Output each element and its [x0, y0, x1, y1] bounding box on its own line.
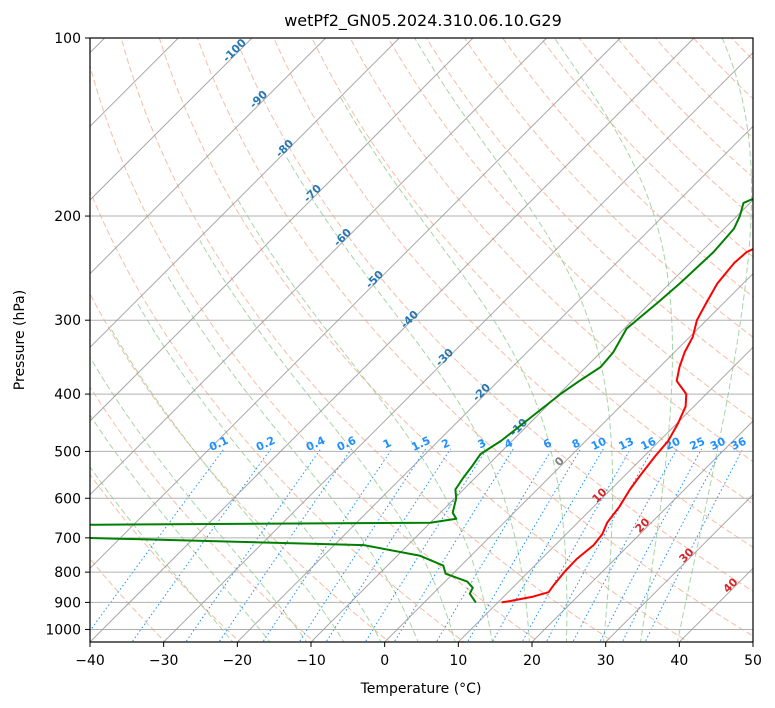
- moist-adiabat-line: [237, 199, 493, 642]
- dry-adiabat-line: [90, 473, 241, 642]
- moist-adiabat-line: [136, 302, 382, 642]
- dewpoint-profile-line: [90, 197, 753, 603]
- plot-area: -100-90-80-70-60-50-40-30-20-100.1 0.2 0.4…: [90, 38, 753, 642]
- mixing-ratio-line: [131, 448, 272, 642]
- temperature-profile-line: [501, 248, 753, 604]
- y-tick-label: 500: [54, 444, 81, 460]
- y-tick-label: 100: [54, 31, 81, 47]
- y-axis-ticks: 1000 900 800 700 600 500 400 300 200 100: [45, 31, 90, 638]
- mixing-ratio-line: [218, 448, 353, 642]
- moist-adiabat-line: [165, 273, 419, 642]
- y-tick-label: 900: [54, 595, 81, 611]
- mixing-ratio-label: 10: [589, 435, 609, 453]
- mixing-ratio-label: 20: [663, 435, 683, 453]
- mixing-ratio-line: [621, 448, 723, 642]
- isotherm-line: [236, 125, 753, 642]
- x-tick-label: 0: [380, 653, 389, 669]
- isotherm-line: [163, 51, 753, 642]
- dry-adiabat-line: [196, 38, 753, 637]
- x-tick-label: 30: [597, 653, 615, 669]
- moist-adiabat-line: [285, 155, 530, 642]
- x-tick-label: 40: [670, 653, 688, 669]
- y-tick-label: 400: [54, 387, 81, 403]
- y-tick-label: 700: [54, 531, 81, 547]
- y-tick-label: 1000: [45, 622, 81, 638]
- y-tick-label: 800: [54, 565, 81, 581]
- mixing-ratio-line: [521, 448, 632, 642]
- mixing-ratio-label: 16: [639, 435, 659, 453]
- moist-adiabat-line: [199, 240, 456, 642]
- x-tick-label: −40: [75, 653, 105, 669]
- isotherm-line: [90, 38, 474, 422]
- mixing-ratio-line: [325, 448, 452, 642]
- plot-frame: [89, 37, 754, 643]
- y-axis-title: Pressure (hPa): [12, 290, 28, 390]
- x-tick-label: −20: [223, 653, 253, 669]
- mixing-ratio-label: 13: [617, 435, 636, 453]
- x-tick-label: 10: [449, 653, 467, 669]
- mixing-ratio-label: 30: [708, 435, 728, 453]
- isotherm-line: [90, 38, 400, 349]
- x-tick-label: −30: [149, 653, 179, 669]
- x-tick-label: 20: [523, 653, 541, 669]
- x-tick-label: −10: [296, 653, 326, 669]
- moist-adiabat-line: [414, 38, 614, 642]
- moist-adiabat-line: [554, 38, 673, 642]
- y-tick-label: 600: [54, 491, 81, 507]
- x-axis-ticks: −40 −30 −20 −10 0 10 20 30 40 50: [75, 642, 762, 669]
- isotherm-line: [90, 38, 548, 496]
- mixing-ratio-line: [298, 448, 427, 642]
- x-axis-title: Temperature (°C): [360, 681, 482, 697]
- moist-adiabat-line: [90, 466, 234, 642]
- mixing-ratio-line: [262, 448, 393, 642]
- isotherms: [90, 38, 753, 642]
- isotherm-line: [310, 199, 753, 642]
- moist-adiabats: [90, 38, 753, 642]
- isotherm-line: [457, 346, 753, 642]
- isotherm-line: [90, 38, 253, 201]
- moist-adiabat-line: [676, 38, 753, 642]
- isotherm-line: [384, 272, 753, 642]
- y-tick-label: 200: [54, 209, 81, 225]
- x-tick-label: 50: [744, 653, 762, 669]
- mixing-ratio-line: [185, 448, 322, 642]
- isotherm-line: [90, 38, 327, 275]
- chart-title: wetPf2_GN05.2024.310.06.10.G29: [284, 11, 562, 31]
- dry-adiabat-line: [502, 38, 753, 298]
- moist-adiabat-line: [110, 328, 345, 642]
- y-tick-label: 300: [54, 313, 81, 329]
- dry-adiabat-line: [235, 38, 753, 592]
- pressure-gridlines: [90, 38, 753, 630]
- mixing-ratio-label: 36: [729, 435, 749, 453]
- isotherm-line: [605, 493, 753, 642]
- mixing-ratio-line: [364, 448, 488, 642]
- dry-adiabat-line: [464, 38, 753, 338]
- mixing-ratio-label: 25: [688, 435, 707, 453]
- dry-adiabat-line: [90, 63, 540, 642]
- moist-adiabat-line: [90, 414, 271, 642]
- isotherm-line: [531, 420, 753, 642]
- dry-adiabat-line: [387, 38, 753, 421]
- mixing-ratio-line: [435, 448, 553, 642]
- dry-adiabat-line: [349, 38, 753, 463]
- isotherm-line: [90, 38, 621, 570]
- profile-series: [90, 197, 753, 604]
- moist-adiabat-line: [340, 97, 568, 642]
